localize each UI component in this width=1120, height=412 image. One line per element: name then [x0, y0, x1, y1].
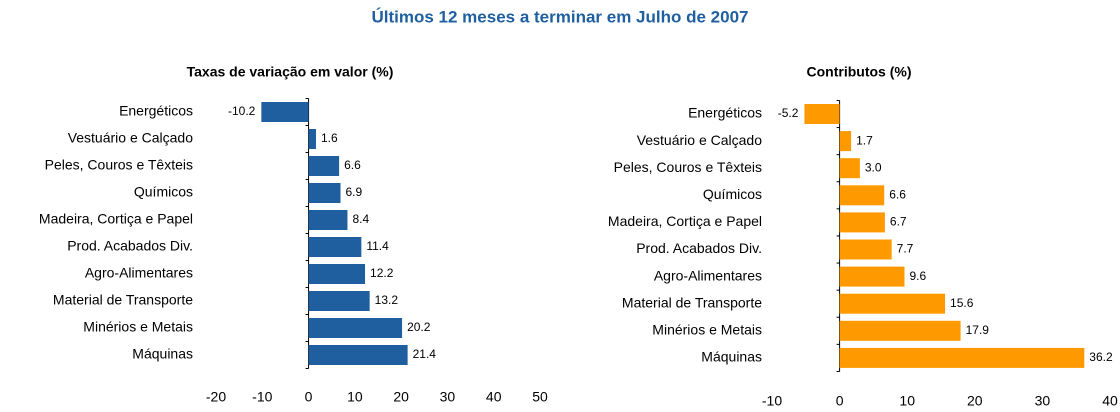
value-label: 6.6	[344, 158, 361, 172]
category-label: Energéticos	[688, 105, 762, 121]
bar	[308, 264, 366, 284]
value-label: 20.2	[407, 320, 431, 334]
value-label: 9.6	[909, 269, 926, 283]
value-label: 12.2	[370, 266, 394, 280]
value-label: 6.9	[346, 185, 363, 199]
bar	[839, 158, 860, 179]
x-tick-label: 50	[532, 389, 548, 405]
category-label: Máquinas	[701, 349, 762, 365]
value-label: 3.0	[865, 160, 882, 174]
bar	[308, 291, 370, 311]
value-label: 15.6	[950, 296, 974, 310]
category-label: Madeira, Cortiça e Papel	[608, 213, 762, 229]
category-label: Vestuário e Calçado	[68, 130, 194, 146]
category-label: Prod. Acabados Div.	[67, 238, 193, 254]
value-label: 6.6	[889, 187, 906, 201]
category-label: Máquinas	[132, 346, 193, 362]
bar	[839, 266, 905, 287]
category-label: Madeira, Cortiça e Papel	[39, 211, 193, 227]
value-label: 7.7	[897, 242, 914, 256]
x-tick-label: 20	[967, 393, 983, 407]
category-label: Prod. Acabados Div.	[636, 240, 762, 256]
x-tick-label: 0	[305, 389, 313, 405]
bar	[308, 129, 316, 149]
value-label: 11.4	[366, 239, 389, 253]
value-label: 1.7	[856, 133, 873, 147]
category-label: Químicos	[134, 184, 193, 200]
value-label: 13.2	[375, 293, 399, 307]
value-label: 21.4	[413, 347, 437, 361]
chart-title: Contributos (%)	[807, 64, 912, 80]
x-tick-label: 30	[440, 389, 456, 405]
value-label: 17.9	[966, 323, 990, 337]
x-tick-label: -10	[762, 393, 782, 407]
value-label: 8.4	[352, 212, 369, 226]
x-tick-label: 0	[836, 393, 844, 407]
category-label: Minérios e Metais	[652, 322, 762, 338]
x-tick-label: 30	[1035, 393, 1051, 407]
category-label: Peles, Couros e Têxteis	[614, 159, 762, 175]
bar	[839, 239, 892, 260]
x-tick-label: -10	[252, 389, 272, 405]
bar	[839, 212, 885, 233]
bar	[839, 320, 961, 341]
main-title: Últimos 12 meses a terminar em Julho de …	[371, 7, 748, 26]
category-label: Peles, Couros e Têxteis	[45, 157, 193, 173]
value-label: -5.2	[778, 106, 799, 120]
bar	[839, 131, 852, 152]
bar	[308, 183, 341, 203]
bar	[308, 210, 348, 230]
x-tick-label: 10	[899, 393, 915, 407]
bar	[308, 156, 340, 176]
x-tick-label: 40	[1102, 393, 1118, 407]
bar	[839, 185, 885, 206]
bar	[839, 293, 946, 314]
value-label: 6.7	[890, 215, 907, 229]
x-tick-label: 10	[347, 389, 363, 405]
bar	[261, 102, 309, 122]
bar	[804, 104, 840, 124]
category-label: Material de Transporte	[622, 294, 762, 310]
bar	[839, 347, 1085, 368]
bar	[308, 318, 403, 338]
category-label: Energéticos	[119, 103, 193, 119]
chart-title: Taxas de variação em valor (%)	[187, 64, 394, 80]
value-label: 36.2	[1089, 350, 1113, 364]
category-label: Agro-Alimentares	[85, 265, 193, 281]
value-label: -10.2	[228, 104, 256, 118]
category-label: Material de Transporte	[53, 292, 193, 308]
x-tick-label: 40	[486, 389, 502, 405]
category-label: Vestuário e Calçado	[637, 132, 763, 148]
bar	[308, 345, 408, 365]
category-label: Minérios e Metais	[83, 319, 193, 335]
value-label: 1.6	[321, 131, 338, 145]
category-label: Agro-Alimentares	[654, 267, 762, 283]
bar	[308, 237, 362, 257]
category-label: Químicos	[703, 186, 762, 202]
x-tick-label: -20	[206, 389, 226, 405]
x-tick-label: 20	[393, 389, 409, 405]
